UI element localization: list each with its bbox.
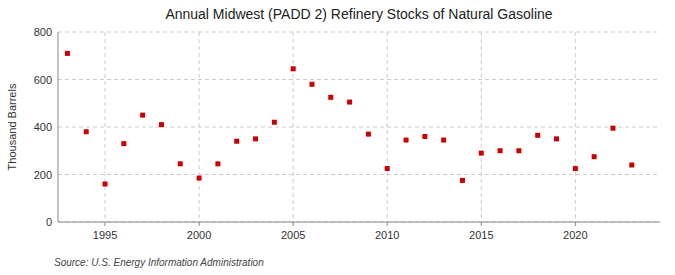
x-grid-line: [481, 32, 482, 222]
point: [366, 132, 371, 137]
y-tick-label: 600: [34, 74, 52, 86]
x-axis-line: [58, 222, 660, 223]
y-tick-label: 800: [34, 26, 52, 38]
x-tick-label: 2015: [469, 229, 493, 241]
point: [460, 178, 465, 183]
point: [291, 66, 296, 71]
point: [573, 166, 578, 171]
point: [103, 182, 108, 187]
point: [65, 51, 70, 56]
point: [422, 134, 427, 139]
x-grid-line: [105, 32, 106, 222]
y-tick-label: 400: [34, 121, 52, 133]
x-tick-label: 2020: [563, 229, 587, 241]
point: [234, 139, 239, 144]
x-tick: [387, 222, 388, 226]
point: [629, 163, 634, 168]
point: [215, 161, 220, 166]
point: [84, 129, 89, 134]
point: [347, 100, 352, 105]
chart: 0 200 400 600 800 1995 2000 2005 2010 2015 2020 Ann…: [0, 0, 675, 275]
y-axis-label: Thousand Barrels: [6, 83, 18, 170]
point: [309, 82, 314, 87]
point: [516, 148, 521, 153]
y-grid-line: [58, 79, 660, 80]
x-grid-line: [575, 32, 576, 222]
point: [498, 148, 503, 153]
point: [385, 166, 390, 171]
point: [140, 113, 145, 118]
x-tick-label: 2000: [187, 229, 211, 241]
x-tick: [105, 222, 106, 226]
x-tick-label: 1995: [93, 229, 117, 241]
point: [253, 136, 258, 141]
point: [197, 176, 202, 181]
y-tick-label: 200: [34, 169, 52, 181]
point: [178, 161, 183, 166]
point: [441, 138, 446, 143]
point: [272, 120, 277, 125]
grid: [58, 32, 660, 222]
y-axis-line: [58, 32, 59, 222]
point: [404, 138, 409, 143]
point: [535, 133, 540, 138]
x-tick-label: 2005: [281, 229, 305, 241]
title: Annual Midwest (PADD 2) Refinery Stocks …: [165, 6, 552, 22]
x-grid-line: [387, 32, 388, 222]
x-grid-line: [199, 32, 200, 222]
point: [592, 154, 597, 159]
point: [328, 95, 333, 100]
x-grid-line: [293, 32, 294, 222]
point: [610, 126, 615, 131]
point: [159, 122, 164, 127]
point: [121, 141, 126, 146]
source-note: Source: U.S. Energy Information Administ…: [54, 257, 264, 268]
x-tick: [575, 222, 576, 226]
y-tick-label: 0: [46, 216, 52, 228]
x-tick: [481, 222, 482, 226]
x-tick: [199, 222, 200, 226]
y-grid-line: [58, 32, 660, 33]
point: [479, 151, 484, 156]
y-grid-line: [58, 127, 660, 128]
y-grid-line: [58, 174, 660, 175]
point: [554, 136, 559, 141]
y-grid-line: [58, 222, 660, 223]
x-tick-label: 2010: [375, 229, 399, 241]
points: [65, 51, 634, 187]
x-tick: [293, 222, 294, 226]
